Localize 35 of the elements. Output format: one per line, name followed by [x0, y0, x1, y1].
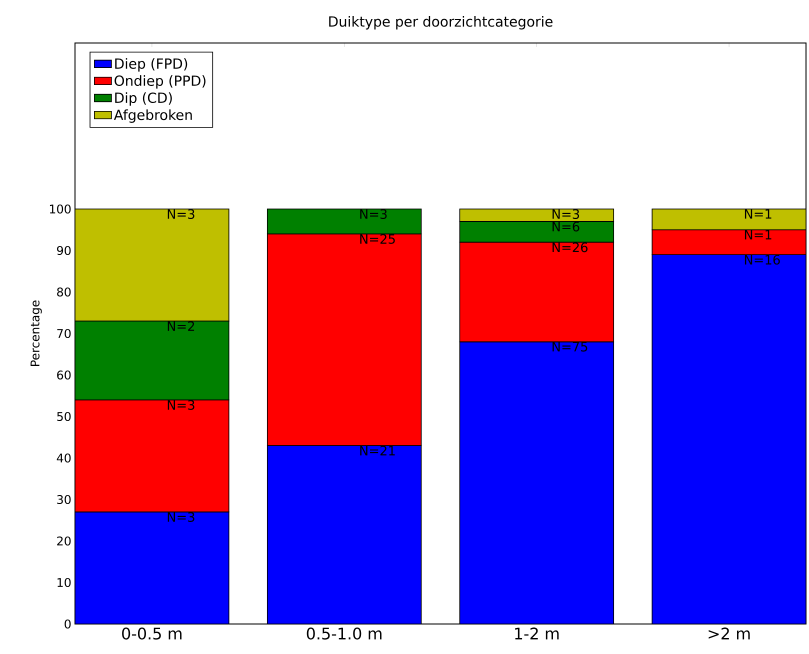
chart-title: Duiktype per doorzichtcategorie — [329, 16, 552, 30]
annotation: N=1 — [744, 209, 772, 219]
annotation: N=25 — [360, 234, 395, 244]
y-tick-label: 80 — [57, 287, 71, 297]
annotation: N=16 — [744, 254, 780, 265]
y-tick-label: 30 — [57, 494, 71, 504]
legend-label: Diep (FPD) — [115, 58, 188, 72]
x-tick-label: 1-2 m — [515, 628, 559, 640]
y-axis-title: Percentage — [30, 300, 42, 366]
annotation: N=3 — [168, 400, 194, 410]
legend-label: Afgebroken — [114, 109, 192, 123]
legend-label: Ondiep (PPD) — [114, 75, 206, 89]
annotation: N=2 — [168, 321, 194, 331]
y-tick-label: 50 — [57, 412, 71, 422]
y-tick-label: 70 — [57, 328, 71, 338]
annotation: N=75 — [552, 342, 588, 352]
annotation: N=26 — [552, 242, 588, 252]
annotation: N=21 — [360, 446, 395, 456]
x-tick-label: 0.5-1.0 m — [306, 628, 382, 640]
x-tick-label: 0-0.5 m — [122, 628, 182, 640]
annotation: N=6 — [552, 222, 580, 232]
y-tick-label: 100 — [50, 204, 71, 214]
x-tick-label: >2 m — [708, 628, 750, 640]
y-tick-label: 10 — [58, 578, 71, 588]
y-tick-label: 20 — [57, 536, 71, 546]
y-tick-label: 0 — [64, 619, 71, 629]
y-tick-label: 40 — [56, 453, 71, 463]
legend-label: Dip (CD) — [115, 92, 172, 106]
annotation: N=3 — [168, 209, 194, 219]
annotation: N=1 — [744, 230, 772, 240]
y-tick-label: 60 — [57, 370, 71, 380]
annotation: N=3 — [168, 512, 194, 522]
annotation: N=3 — [360, 209, 387, 219]
y-tick-label: 90 — [57, 246, 71, 256]
annotation: N=3 — [552, 209, 580, 219]
